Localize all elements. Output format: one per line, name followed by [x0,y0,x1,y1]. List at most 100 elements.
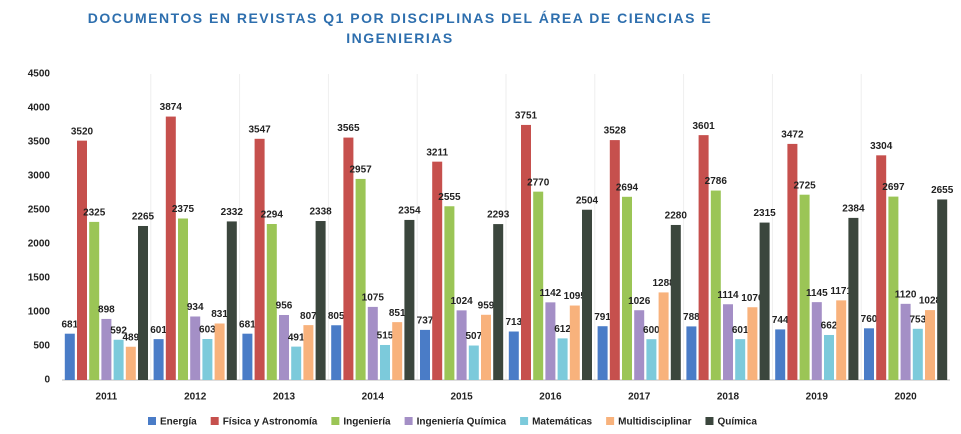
data-label: 2504 [576,195,599,206]
data-label: 592 [110,325,127,336]
data-label: 2293 [487,210,510,221]
bar [493,224,504,380]
bar [481,314,491,380]
bar [355,178,366,380]
data-label: 2384 [842,204,865,215]
data-label: 1075 [362,293,385,304]
data-label: 3520 [71,126,94,137]
chart-title: DOCUMENTOS EN REVISTAS Q1 POR DISCIPLINA… [87,10,713,46]
bar [582,209,592,380]
legend-swatch [210,417,219,425]
bar [533,191,544,380]
bar [138,225,148,380]
legend-swatch [705,417,714,425]
data-label: 1028 [919,296,942,307]
data-label: 956 [276,301,293,312]
data-label: 831 [211,309,228,320]
data-label: 681 [61,319,78,330]
bar [242,333,253,380]
bar [432,161,443,380]
data-label: 2725 [793,180,816,191]
bar [404,219,415,380]
bar [315,221,326,380]
bar [710,190,721,380]
x-tick-label: 2017 [628,392,651,403]
data-label: 3472 [781,130,804,141]
data-label: 2786 [705,176,728,187]
bar [609,140,620,380]
x-tick-label: 2016 [539,392,562,403]
data-label: 662 [821,321,838,332]
data-label: 1145 [806,288,828,299]
data-label: 601 [732,325,749,336]
data-label: 3304 [870,141,893,152]
bar [864,328,874,380]
legend-label: Energía [160,417,197,428]
bar [190,316,201,380]
data-label: 603 [199,325,216,336]
bar [214,323,225,380]
bar [937,199,948,380]
bar [101,318,112,380]
data-label: 1142 [540,288,562,299]
bar [343,137,354,380]
legend-swatch [606,417,615,425]
y-tick-label: 0 [44,375,50,386]
bar [545,302,556,380]
data-label: 3751 [515,111,538,122]
bar [900,303,911,380]
bar [392,322,403,380]
data-label: 507 [465,331,482,342]
bar [266,224,277,380]
data-label: 1024 [450,296,473,307]
data-label: 2697 [882,182,905,193]
data-label: 600 [643,325,660,336]
bar [521,124,531,380]
data-label: 2294 [261,210,284,221]
y-tick-label: 2500 [28,205,51,216]
legend-swatch [520,417,529,425]
data-label: 788 [683,312,700,323]
data-label: 515 [377,331,394,342]
bar [658,292,669,380]
legend-label: Ingeniería [343,417,391,428]
y-tick-label: 2000 [28,239,51,250]
data-label: 2315 [753,208,776,219]
x-tick-label: 2020 [894,392,917,403]
data-label: 805 [328,311,345,322]
bar [508,331,519,380]
data-label: 713 [505,317,522,328]
legend-swatch [404,417,413,425]
x-tick-label: 2011 [96,392,118,403]
x-tick-label: 2014 [362,392,385,403]
bar [178,218,188,380]
bar [202,338,213,380]
data-label: 807 [300,311,317,322]
bar [646,339,657,380]
bar [367,306,378,380]
bar [787,143,798,380]
bar [125,346,136,380]
legend-label: Física y Astronomía [223,417,318,428]
bar [735,339,746,380]
data-label: 959 [478,300,495,311]
data-label: 744 [772,315,789,326]
bar [226,221,237,380]
bar [759,222,770,380]
x-tick-label: 2013 [273,392,296,403]
bar [456,310,467,380]
y-tick-label: 1000 [28,307,51,318]
data-label: 934 [187,302,204,313]
data-label: 3211 [426,147,448,158]
bar [64,333,75,380]
data-label: 1070 [741,293,764,304]
bar [747,307,758,380]
data-label: 753 [909,314,926,325]
bar [686,326,697,380]
data-label: 1288 [652,278,675,289]
data-label: 2694 [616,182,639,193]
data-label: 2265 [132,212,155,223]
x-tick-label: 2019 [806,392,829,403]
data-label: 2332 [221,207,244,218]
